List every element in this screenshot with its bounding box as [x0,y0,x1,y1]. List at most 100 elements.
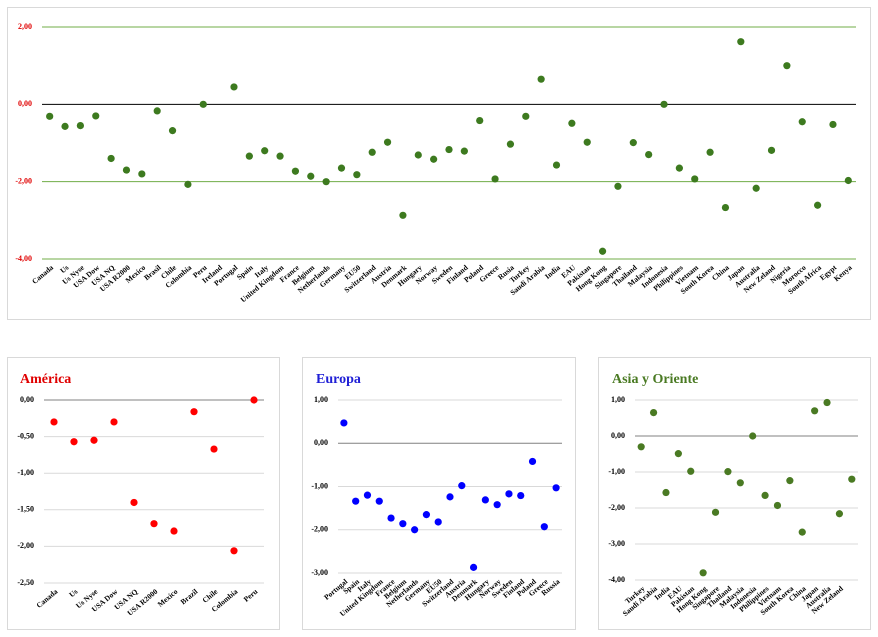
data-point [168,127,177,135]
y-tick-label: 0,00 [18,99,32,108]
data-point [798,528,806,536]
data-point [706,148,714,156]
data-point [460,147,468,155]
chart-title: América [20,372,71,387]
data-point [434,518,442,526]
data-point [505,490,513,498]
data-point [399,211,407,219]
data-point [230,547,238,555]
data-point [76,122,84,130]
data-point [445,145,453,154]
data-point [307,172,315,180]
data-point [506,140,515,148]
data-point [375,497,383,505]
data-point [170,527,178,535]
y-tick-label: -1,00 [608,467,625,476]
data-point [528,457,537,466]
data-point [446,493,454,501]
data-point [469,563,478,571]
data-point [399,520,407,528]
y-tick-label: -1,00 [311,481,328,490]
y-tick-label: -1,50 [17,505,34,514]
data-point [340,419,348,427]
data-point [835,510,844,518]
data-point [645,151,653,159]
data-point [250,396,258,404]
y-tick-label: 0,00 [20,395,34,404]
y-tick-label: -3,00 [311,568,328,577]
data-point [568,119,576,127]
data-point [736,479,744,487]
data-point [675,164,683,172]
data-point [552,484,560,492]
data-point [674,450,682,458]
data-point [184,180,192,188]
europa-panel [302,357,576,630]
data-point [829,120,837,129]
data-point [230,83,238,91]
data-point [110,418,118,426]
data-point [522,112,530,120]
data-point [476,116,484,125]
y-tick-label: 0,00 [611,431,625,440]
chart-title: Asia y Oriente [612,372,698,387]
data-point [383,138,392,146]
data-point [798,118,806,126]
data-point [199,100,207,108]
y-tick-label: 1,00 [611,395,625,404]
data-point [517,491,525,500]
data-point [629,139,637,147]
y-tick-label: -2,00 [608,503,625,512]
data-point [583,138,591,146]
data-point [245,152,253,160]
y-tick-label: 1,00 [314,395,328,404]
data-point [46,112,54,120]
data-point [291,167,300,175]
data-point [773,501,782,510]
y-tick-label: -4,00 [608,575,625,584]
data-point [387,514,395,522]
data-point [322,178,330,186]
data-point [614,182,622,190]
y-tick-label: -2,00 [17,541,34,550]
america-panel [7,357,280,630]
data-point [50,418,58,426]
data-point [721,203,730,212]
data-point [552,161,561,169]
data-point [814,201,822,209]
data-point [414,151,422,159]
data-point [458,482,466,490]
data-point [261,147,269,155]
data-point [92,112,100,120]
data-point [481,496,489,504]
data-point [493,501,501,509]
y-tick-label: -0,50 [17,431,34,440]
y-tick-label: -1,00 [17,468,34,477]
y-tick-label: -4,00 [15,254,32,263]
data-point [761,491,769,499]
data-point [276,152,284,160]
data-point [337,164,346,172]
data-point [691,175,699,183]
data-point [749,432,757,440]
data-point [491,175,499,183]
data-point [138,170,146,178]
data-point [210,445,218,453]
data-point [150,520,158,528]
data-point [122,166,131,174]
data-point [699,569,707,577]
data-point [811,407,819,415]
main-panel [7,7,871,320]
y-tick-label: 2,00 [18,22,32,31]
data-point [711,508,720,516]
data-point [752,184,760,192]
data-point [786,477,794,485]
data-point [767,146,776,154]
data-point [662,488,670,497]
data-point [90,436,98,444]
data-point [537,75,545,83]
data-point [823,398,831,407]
data-point [598,247,607,255]
y-tick-label: -2,00 [311,525,328,534]
